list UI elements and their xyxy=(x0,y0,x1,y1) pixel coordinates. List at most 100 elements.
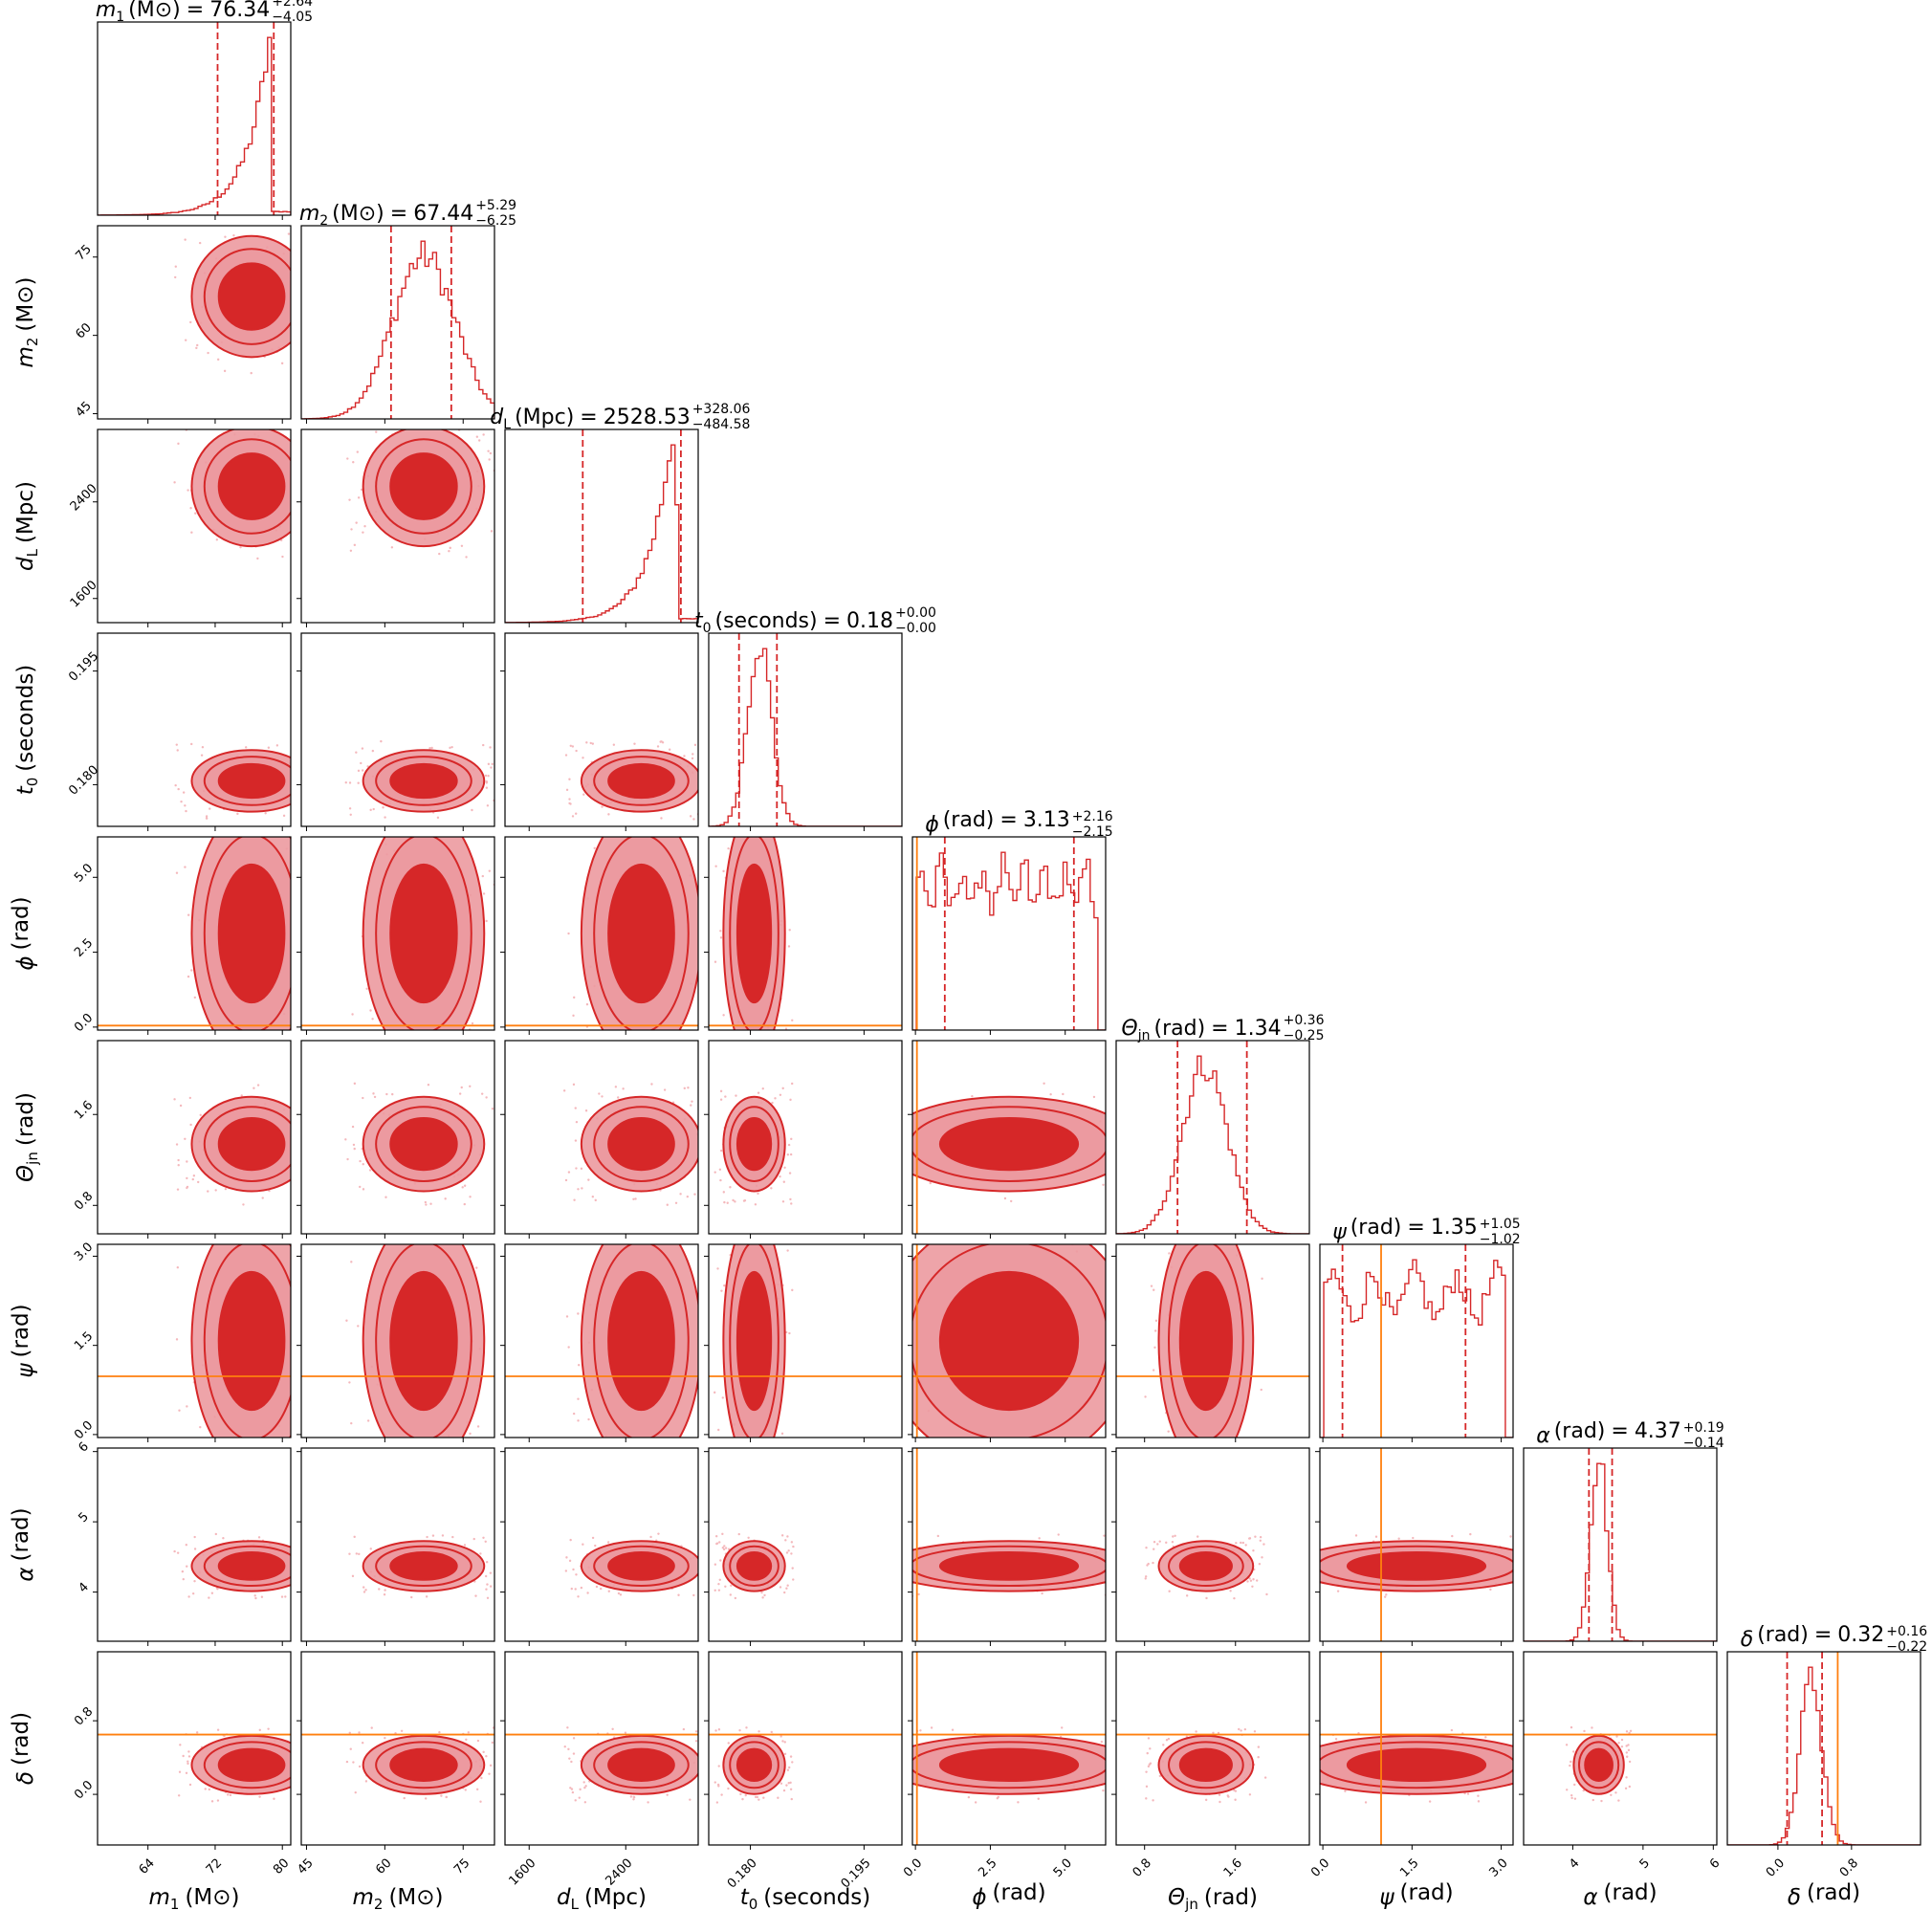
sample-point xyxy=(885,1789,887,1791)
sample-point xyxy=(719,1559,722,1562)
sample-point xyxy=(327,1585,329,1587)
sample-point xyxy=(177,787,180,791)
histogram-steps xyxy=(1524,1462,1717,1641)
sample-point xyxy=(296,345,298,347)
sample-point xyxy=(1185,1459,1187,1460)
sample-point xyxy=(1102,1183,1105,1186)
histogram-steps xyxy=(709,648,902,826)
sample-point xyxy=(714,1563,717,1566)
sample-point xyxy=(1043,1082,1045,1086)
sample-point xyxy=(495,758,497,760)
sample-point xyxy=(718,1541,721,1544)
sample-point xyxy=(185,1771,188,1774)
sample-point xyxy=(305,1362,307,1364)
axis-label-subscript: L xyxy=(24,548,41,557)
sample-point xyxy=(1148,1536,1150,1538)
sample-point xyxy=(181,1570,185,1573)
sample-point xyxy=(997,1795,999,1799)
axis-label-symbol: t xyxy=(740,1885,750,1910)
sample-point xyxy=(788,1453,790,1455)
sample-point xyxy=(587,1417,590,1421)
sample-point xyxy=(486,804,490,807)
sample-point xyxy=(714,1589,716,1592)
sample-point xyxy=(1153,1329,1157,1332)
sample-point xyxy=(567,1171,571,1174)
sample-point xyxy=(236,812,239,816)
contour-level-3 xyxy=(1346,1551,1487,1581)
sample-point xyxy=(295,1407,296,1409)
sample-point xyxy=(715,1801,719,1804)
density-dL-alpha xyxy=(564,1532,698,1598)
sample-point xyxy=(569,1787,572,1789)
sample-point xyxy=(780,1432,784,1436)
sample-point xyxy=(674,1201,678,1204)
sample-point xyxy=(199,1425,202,1429)
sample-point xyxy=(771,783,773,785)
sample-point xyxy=(193,1535,196,1539)
sample-point xyxy=(488,458,491,461)
sample-point xyxy=(366,1043,368,1044)
panel-frame xyxy=(300,632,495,827)
sample-point xyxy=(457,1035,459,1037)
sample-point xyxy=(445,1193,447,1195)
sample-point xyxy=(784,1539,787,1542)
panel-frame xyxy=(1319,1243,1514,1438)
title-symbol: d xyxy=(490,406,504,429)
sample-point xyxy=(714,1328,715,1329)
sample-point xyxy=(322,506,324,508)
sample-point xyxy=(256,1084,260,1087)
sample-point xyxy=(1560,1552,1562,1554)
title-minus-error: −484.58 xyxy=(692,417,751,432)
sample-point xyxy=(691,1084,692,1086)
sample-point xyxy=(785,1587,788,1590)
sample-point xyxy=(617,1592,621,1595)
sample-point xyxy=(788,929,791,932)
sample-point xyxy=(580,771,582,773)
sample-point xyxy=(1264,1726,1266,1728)
sample-point xyxy=(690,1207,692,1209)
sample-point xyxy=(1149,1747,1152,1750)
axis-label-symbol: α xyxy=(13,1567,38,1581)
sample-point xyxy=(785,1197,787,1198)
sample-point xyxy=(425,1595,428,1598)
sample-point xyxy=(471,808,473,812)
sample-point xyxy=(1519,1547,1521,1548)
sample-point xyxy=(754,1795,757,1799)
sample-point xyxy=(348,1552,351,1555)
sample-point xyxy=(1128,1760,1130,1762)
sample-point xyxy=(652,1202,654,1204)
sample-point xyxy=(604,810,605,812)
sample-point xyxy=(1227,1193,1229,1195)
sample-point xyxy=(938,1485,940,1487)
sample-point xyxy=(712,1070,714,1072)
y-tick-label: 60 xyxy=(74,320,95,341)
axis-label-symbol: ψ xyxy=(13,1363,38,1378)
sample-point xyxy=(1182,1470,1184,1472)
sample-point xyxy=(1469,1532,1472,1536)
sample-point xyxy=(1281,1780,1283,1782)
sample-point xyxy=(998,1193,999,1195)
sample-point xyxy=(1121,1286,1123,1288)
sample-point xyxy=(349,813,352,817)
sample-point xyxy=(182,1577,185,1581)
title-subscript: 2 xyxy=(319,213,328,229)
axis-label-subscript: 1 xyxy=(170,1896,180,1913)
sample-point xyxy=(1334,1738,1338,1741)
title-equals: = xyxy=(1407,1216,1424,1240)
sample-point xyxy=(273,1797,275,1800)
sample-point xyxy=(662,1060,664,1062)
sample-point xyxy=(562,1089,566,1092)
sample-point xyxy=(786,1249,789,1252)
sample-point xyxy=(484,425,486,427)
sample-point xyxy=(1383,1595,1387,1598)
sample-point xyxy=(319,442,321,444)
contour-level-3 xyxy=(389,1270,458,1412)
sample-point xyxy=(486,1583,489,1586)
density-m1-t0 xyxy=(174,742,291,820)
sample-point xyxy=(692,753,694,756)
sample-point xyxy=(601,1095,604,1098)
sample-point xyxy=(565,1556,568,1559)
sample-point xyxy=(475,1788,479,1791)
y-axis-label-m2: m2(M⊙) xyxy=(13,276,41,367)
sample-point xyxy=(752,1059,754,1061)
